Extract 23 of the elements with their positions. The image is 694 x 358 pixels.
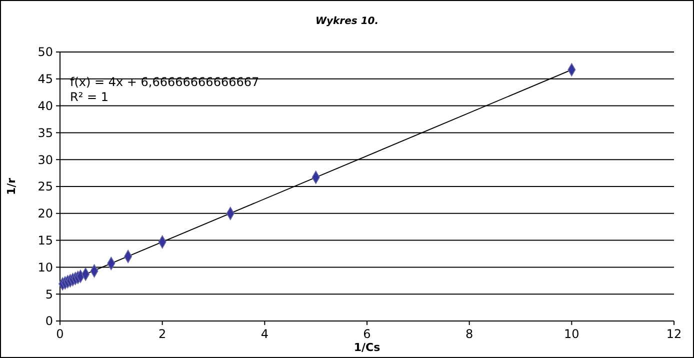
y-tick-label: 40 <box>38 99 53 113</box>
annotation: R² = 1 <box>70 90 108 104</box>
x-tick-label: 8 <box>466 327 474 341</box>
x-tick-label: 10 <box>564 327 580 341</box>
y-tick-label: 30 <box>38 152 53 167</box>
y-tick-label: 10 <box>38 260 53 274</box>
y-tick-label: 25 <box>38 180 53 194</box>
chart-title: Wykres 10. <box>315 16 379 27</box>
x-tick-label: 4 <box>260 327 268 341</box>
x-tick-label: 2 <box>158 327 166 341</box>
y-axis-title: 1/r <box>5 177 18 196</box>
y-tick-label: 45 <box>38 72 53 86</box>
annotation: f(x) = 4x + 6,66666666666667 <box>70 75 260 89</box>
x-tick-label: 6 <box>363 327 371 341</box>
y-tick-label: 15 <box>38 234 53 248</box>
y-tick-label: 0 <box>45 314 53 328</box>
y-tick-label: 50 <box>38 45 53 60</box>
y-tick-label: 35 <box>38 126 53 140</box>
x-tick-label: 12 <box>666 327 682 341</box>
y-tick-label: 20 <box>38 206 53 221</box>
y-tick-label: 5 <box>45 287 53 302</box>
x-tick-label: 0 <box>56 327 64 341</box>
x-axis-title: 1/Cs <box>354 341 381 354</box>
